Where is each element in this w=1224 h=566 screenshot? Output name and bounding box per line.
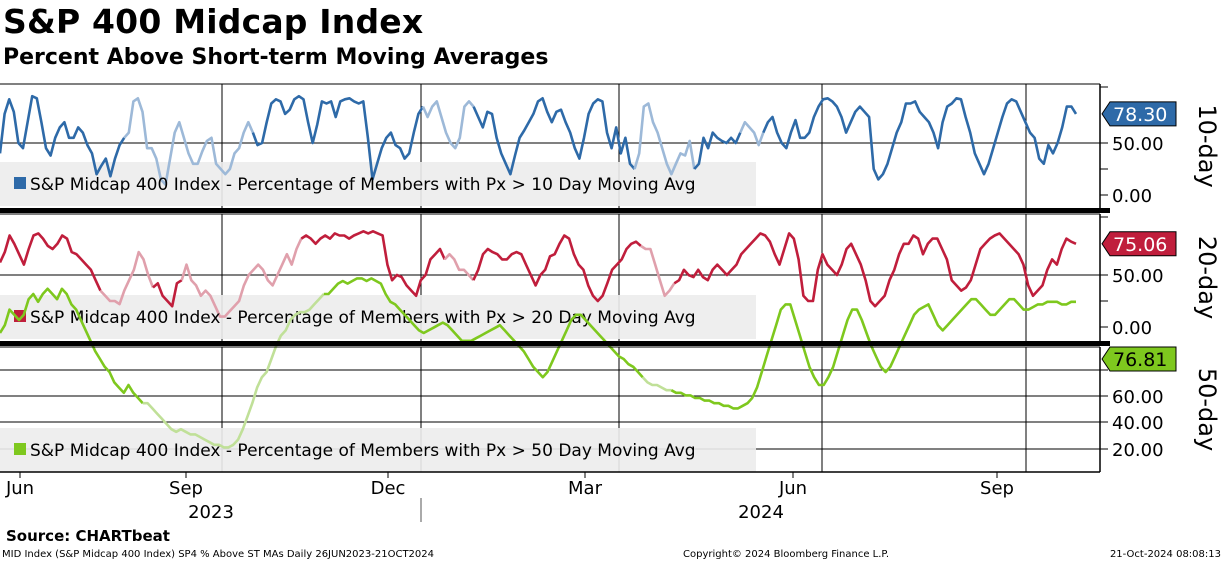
x-tick-label: Sep — [980, 478, 1014, 499]
x-tick-label: Mar — [568, 478, 603, 499]
legend-box-10-day — [0, 162, 756, 206]
y-tick-label-20-day: 50.00 — [1112, 266, 1164, 287]
x-tick-label: Sep — [169, 478, 203, 499]
footer-copyright: Copyright© 2024 Bloomberg Finance L.P. — [683, 549, 890, 560]
chart-title: S&P 400 Midcap Index — [3, 2, 424, 41]
panel-separator-2 — [0, 341, 1110, 346]
series-line-10-day — [739, 120, 765, 147]
legend-swatch-10-day — [14, 177, 26, 189]
y-tick-label-50-day: 60.00 — [1112, 387, 1164, 408]
chart-subtitle: Percent Above Short-term Moving Averages — [3, 45, 549, 70]
series-line-10-day — [421, 100, 475, 150]
legend-swatch-50-day — [14, 443, 26, 455]
series-line-10-day — [0, 94, 126, 178]
last-value-label-20-day: 75.06 — [1113, 234, 1167, 256]
series-line-50-day — [142, 293, 325, 449]
legend-label-50-day: S&P Midcap 400 Index - Percentage of Mem… — [30, 441, 696, 461]
series-line-20-day — [472, 234, 642, 303]
series-line-20-day — [152, 279, 183, 308]
x-tick-label: Jun — [778, 478, 807, 499]
y-tick-label-50-day: 20.00 — [1112, 440, 1164, 461]
panel-label-20-day: 20-day — [1193, 236, 1221, 319]
last-value-badge-20-day — [1101, 231, 1177, 257]
year-label: 2024 — [738, 502, 784, 523]
x-tick-label: Jun — [5, 478, 34, 499]
series-line-20-day — [300, 230, 446, 298]
last-value-badge-10-day — [1101, 101, 1177, 127]
series-line-10-day — [251, 94, 425, 181]
panel-separator-1 — [0, 208, 1110, 213]
series-line-10-day — [693, 131, 742, 170]
y-tick-label-10-day: 0.00 — [1112, 186, 1152, 207]
x-tick-label: Dec — [371, 478, 406, 499]
series-line-10-day — [633, 102, 696, 176]
y-tick-label-20-day: 0.00 — [1112, 318, 1152, 339]
year-label: 2023 — [188, 502, 234, 523]
legend-label-10-day: S&P Midcap 400 Index - Percentage of Mem… — [30, 175, 696, 195]
panel-label-50-day: 50-day — [1193, 368, 1221, 451]
y-tick-label-50-day: 40.00 — [1112, 413, 1164, 434]
footer-description: MID Index (S&P Midcap 400 Index) SP4 % A… — [2, 549, 434, 560]
series-line-50-day — [323, 277, 644, 379]
panel-label-10-day: 10-day — [1193, 104, 1221, 187]
series-line-10-day — [472, 97, 636, 176]
series-line-20-day — [443, 252, 475, 282]
legend-box-20-day — [0, 295, 756, 339]
series-line-20-day — [0, 232, 102, 292]
series-line-10-day — [762, 97, 1078, 181]
series-line-50-day — [670, 297, 1076, 410]
last-value-badge-50-day — [1101, 346, 1177, 372]
series-line-20-day — [99, 250, 155, 306]
y-tick-label-10-day: 50.00 — [1112, 134, 1164, 155]
series-line-50-day — [0, 287, 144, 405]
footer-timestamp: 21-Oct-2024 08:08:13 — [1109, 549, 1221, 560]
series-line-10-day — [123, 97, 255, 186]
series-line-20-day — [673, 232, 1077, 308]
series-line-20-day — [180, 238, 303, 318]
last-value-label-10-day: 78.30 — [1113, 104, 1167, 126]
legend-box-50-day — [0, 428, 756, 472]
series-line-50-day — [641, 376, 672, 392]
source-label: Source: CHARTbeat — [6, 527, 170, 545]
series-line-20-day — [640, 244, 676, 298]
legend-label-20-day: S&P Midcap 400 Index - Percentage of Mem… — [30, 308, 696, 328]
last-value-label-50-day: 76.81 — [1113, 349, 1167, 371]
